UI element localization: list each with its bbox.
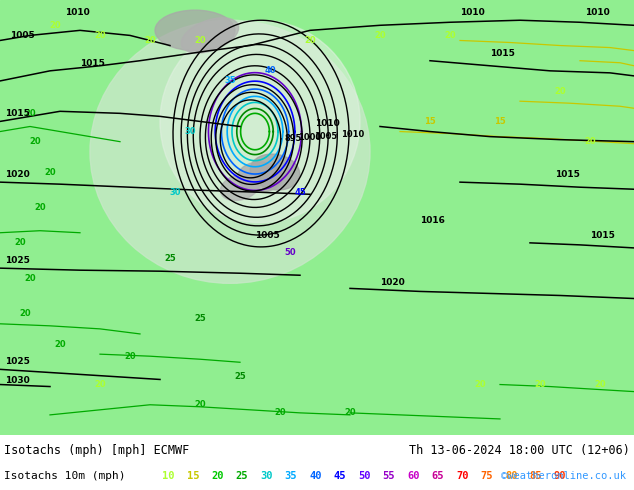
Text: 20: 20 <box>19 309 31 318</box>
Ellipse shape <box>181 18 238 53</box>
Text: 25: 25 <box>164 253 176 263</box>
Text: 1015: 1015 <box>5 109 30 119</box>
Text: 90: 90 <box>554 471 567 481</box>
Text: 1005: 1005 <box>10 31 35 41</box>
Text: 20: 20 <box>374 31 386 40</box>
Text: 10: 10 <box>162 471 174 481</box>
Text: 20: 20 <box>144 36 156 45</box>
Text: 65: 65 <box>432 471 444 481</box>
Text: 1025: 1025 <box>5 357 30 367</box>
Text: 1010: 1010 <box>460 8 485 17</box>
Text: 20: 20 <box>194 400 206 409</box>
Text: Isotachs (mph) [mph] ECMWF: Isotachs (mph) [mph] ECMWF <box>4 443 190 457</box>
Ellipse shape <box>238 162 283 192</box>
Ellipse shape <box>155 10 235 50</box>
Text: 1015: 1015 <box>555 170 580 179</box>
Text: 895: 895 <box>285 134 302 144</box>
Text: 1005: 1005 <box>314 132 337 141</box>
Text: 30: 30 <box>184 127 196 136</box>
Text: 20: 20 <box>49 21 61 30</box>
Text: 25: 25 <box>235 471 248 481</box>
Text: 40: 40 <box>264 66 276 75</box>
Ellipse shape <box>221 174 259 200</box>
Text: 15: 15 <box>186 471 199 481</box>
Ellipse shape <box>160 20 360 222</box>
Text: 20: 20 <box>29 137 41 146</box>
Text: 1030: 1030 <box>5 375 30 385</box>
Text: 45: 45 <box>294 188 306 197</box>
Text: 20: 20 <box>94 380 106 389</box>
Text: 1000: 1000 <box>298 133 321 143</box>
Text: 25: 25 <box>234 372 246 381</box>
Text: 1016: 1016 <box>420 216 445 224</box>
Text: 20: 20 <box>14 238 26 247</box>
Text: 20: 20 <box>211 471 224 481</box>
Text: 15: 15 <box>424 117 436 126</box>
Text: 1010: 1010 <box>341 130 365 139</box>
Text: 20: 20 <box>304 36 316 45</box>
Text: 20: 20 <box>584 137 596 146</box>
Text: 45: 45 <box>333 471 346 481</box>
Text: 40: 40 <box>309 471 321 481</box>
Text: 20: 20 <box>344 408 356 417</box>
Text: 1010: 1010 <box>65 8 90 17</box>
Text: 20: 20 <box>194 36 206 45</box>
Text: 35: 35 <box>285 471 297 481</box>
Text: 20: 20 <box>124 352 136 361</box>
Text: 15: 15 <box>494 117 506 126</box>
Text: 50: 50 <box>358 471 370 481</box>
Text: 20: 20 <box>34 203 46 212</box>
Text: Isotachs 10m (mph): Isotachs 10m (mph) <box>4 471 126 481</box>
Text: 1010: 1010 <box>585 8 610 17</box>
Text: 75: 75 <box>481 471 493 481</box>
Text: 20: 20 <box>444 31 456 40</box>
Text: 1005: 1005 <box>255 231 280 240</box>
Text: 55: 55 <box>382 471 395 481</box>
Text: 20: 20 <box>94 31 106 40</box>
Text: 60: 60 <box>407 471 420 481</box>
Text: 20: 20 <box>594 380 606 389</box>
Text: 50: 50 <box>284 248 296 257</box>
Text: 1015: 1015 <box>590 231 615 240</box>
Text: 30: 30 <box>260 471 273 481</box>
Text: Th 13-06-2024 18:00 UTC (12+06): Th 13-06-2024 18:00 UTC (12+06) <box>409 443 630 457</box>
Text: 20: 20 <box>54 340 66 348</box>
Text: 20: 20 <box>274 408 286 417</box>
Text: 20: 20 <box>24 274 36 283</box>
Text: 1020: 1020 <box>380 278 404 287</box>
Text: 25: 25 <box>194 314 206 323</box>
Text: 20: 20 <box>44 168 56 176</box>
Text: 1025: 1025 <box>5 256 30 265</box>
Text: 20: 20 <box>534 380 546 389</box>
Text: 20: 20 <box>474 380 486 389</box>
Text: 1015: 1015 <box>490 49 515 58</box>
Text: 1010: 1010 <box>315 120 340 128</box>
Text: 1015: 1015 <box>80 59 105 68</box>
Text: 30: 30 <box>169 188 181 197</box>
Text: 35: 35 <box>224 76 236 85</box>
Text: 20: 20 <box>24 109 36 118</box>
Text: 1020: 1020 <box>5 170 30 179</box>
Ellipse shape <box>250 154 300 190</box>
Text: 80: 80 <box>505 471 517 481</box>
Ellipse shape <box>90 20 370 283</box>
Text: ©weatheronline.co.uk: ©weatheronline.co.uk <box>501 471 626 481</box>
Text: 70: 70 <box>456 471 469 481</box>
Text: 85: 85 <box>529 471 542 481</box>
Text: 20: 20 <box>554 87 566 96</box>
